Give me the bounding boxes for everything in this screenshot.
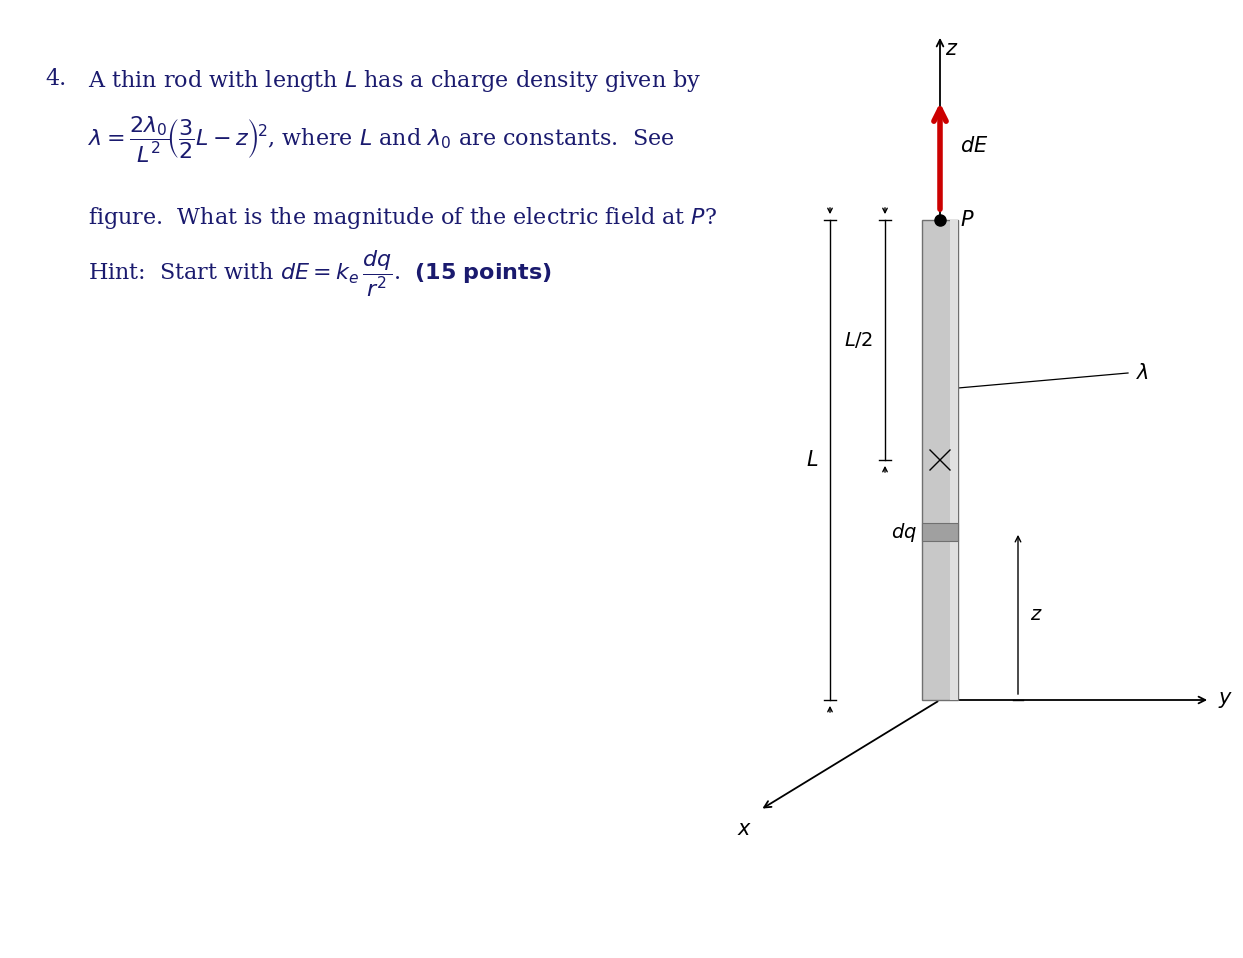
Text: 4.: 4. bbox=[45, 68, 66, 90]
Text: $\lambda = \dfrac{2\lambda_0}{L^2}\!\left(\dfrac{3}{2}L - z\right)^{\!2}$, where: $\lambda = \dfrac{2\lambda_0}{L^2}\!\lef… bbox=[88, 115, 675, 165]
Bar bbox=[950, 220, 958, 700]
Text: $L/2$: $L/2$ bbox=[844, 330, 873, 350]
Text: $P$: $P$ bbox=[960, 210, 975, 230]
Text: $dq$: $dq$ bbox=[891, 520, 917, 543]
Text: figure.  What is the magnitude of the electric field at $P$?: figure. What is the magnitude of the ele… bbox=[88, 205, 717, 231]
Text: A thin rod with length $L$ has a charge density given by: A thin rod with length $L$ has a charge … bbox=[88, 68, 701, 94]
Bar bbox=[922, 220, 958, 700]
Text: $L$: $L$ bbox=[805, 450, 818, 470]
Text: Hint:  Start with $dE = k_e\,\dfrac{dq}{r^2}$.  $\mathbf{(15\ points)}$: Hint: Start with $dE = k_e\,\dfrac{dq}{r… bbox=[88, 248, 552, 299]
Text: $y$: $y$ bbox=[1218, 690, 1233, 710]
Text: $z$: $z$ bbox=[945, 40, 958, 59]
Text: $dE$: $dE$ bbox=[960, 136, 988, 156]
Text: $z$: $z$ bbox=[1030, 605, 1043, 624]
Bar bbox=[922, 523, 958, 541]
Text: $\lambda$: $\lambda$ bbox=[1136, 363, 1149, 383]
Text: $x$: $x$ bbox=[737, 820, 752, 839]
